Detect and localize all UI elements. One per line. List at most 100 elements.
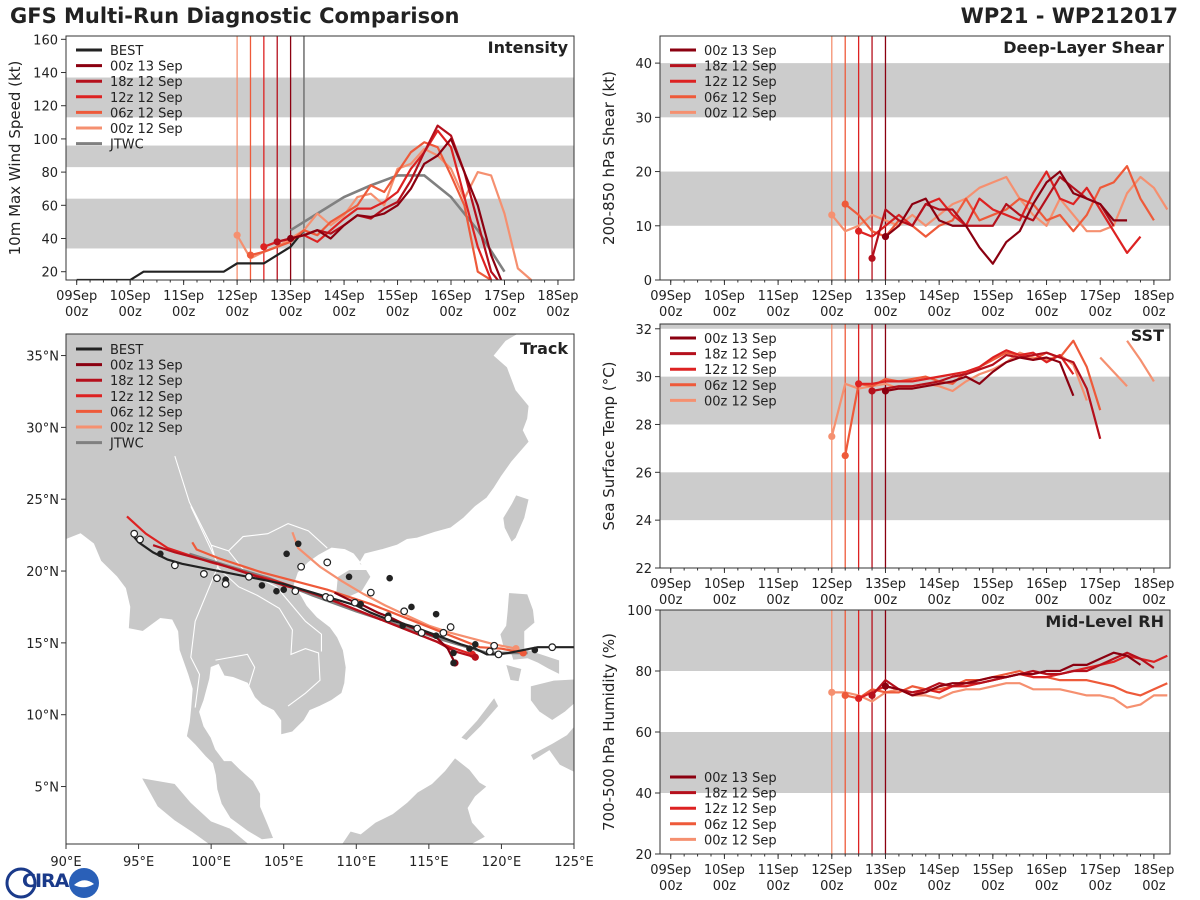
rh-panel: 2040608010009Sep00z10Sep00z11Sep00z12Sep… — [600, 604, 1174, 894]
track-best-point-open — [213, 574, 221, 583]
shear-title: Deep-Layer Shear — [1003, 38, 1164, 57]
track-ytick-label: 10°N — [26, 709, 59, 724]
track-land-borneo — [341, 757, 488, 844]
sst-plot-area — [660, 324, 1170, 568]
intensity-xtick-label: 00z — [225, 305, 249, 320]
shear-run-start-0 — [881, 233, 890, 241]
track-frame — [65, 333, 575, 845]
rh-ytick-label: 100 — [627, 604, 652, 619]
shear-run-start-1 — [868, 254, 876, 262]
intensity-ytick-label: 140 — [33, 67, 58, 82]
track-xtick-label: 120°E — [482, 855, 522, 870]
shear-legend-label: 18z 12 Sep — [704, 60, 777, 75]
track-best-point-open — [244, 572, 253, 581]
rh-xtick-label: 00z — [1035, 879, 1059, 894]
shear-ytick-label: 10 — [635, 220, 652, 235]
sst-legend-label: 00z 12 Sep — [704, 394, 777, 409]
sst-band-2 — [660, 324, 1170, 329]
intensity-run-start-3 — [246, 251, 255, 259]
track-best-point-open — [400, 607, 409, 616]
track-xtick-label: 125°E — [554, 855, 594, 870]
shear-run-start-2 — [855, 227, 863, 235]
track-best-point-open — [490, 641, 499, 650]
track-best-point-open — [366, 588, 375, 597]
sst-run-start-3 — [841, 451, 849, 460]
rh-xtick-label: 00z — [1089, 879, 1113, 894]
track-legend-label: 06z 12 Sep — [110, 405, 183, 420]
track-land-palawan — [460, 696, 500, 742]
sst-band-0 — [660, 472, 1170, 521]
track-best-point-open — [494, 650, 503, 659]
sst-xtick-label: 16Sep — [1026, 577, 1067, 592]
sst-xtick-label: 00z — [1035, 593, 1059, 608]
intensity-xtick-label: 00z — [546, 305, 570, 320]
sst-run-line-2 — [858, 349, 1075, 385]
track-land-hainan — [335, 569, 372, 598]
shear-xtick-label: 00z — [1142, 305, 1166, 320]
intensity-legend-label: JTWC — [109, 138, 144, 153]
shear-legend-label: 00z 12 Sep — [704, 106, 777, 121]
track-legend-label: BEST — [110, 343, 143, 358]
rh-run-start-2 — [855, 694, 863, 703]
intensity-run-line-0 — [290, 137, 503, 280]
intensity-ytick-label: 120 — [33, 100, 58, 115]
track-title: Track — [520, 339, 568, 358]
intensity-run-start-4 — [233, 231, 241, 239]
intensity-xtick-label: 00z — [493, 305, 517, 320]
shear-xtick-label: 13Sep — [865, 289, 906, 304]
main-title: GFS Multi-Run Diagnostic Comparison — [10, 4, 460, 28]
track-border-4 — [215, 653, 256, 687]
rh-run-start-3 — [841, 691, 849, 700]
track-best-point-filled — [283, 550, 290, 558]
sst-ytick-label: 28 — [635, 418, 652, 433]
shear-ytick-label: 40 — [635, 57, 652, 72]
sst-legend-label: 18z 12 Sep — [704, 348, 777, 363]
shear-xtick-label: 15Sep — [972, 289, 1013, 304]
rh-xtick-label: 00z — [981, 879, 1005, 894]
track-best-point-filled — [294, 540, 302, 548]
track-best-point-open — [136, 535, 144, 544]
track-run-line-4 — [291, 531, 517, 650]
rh-run-line-0 — [885, 651, 1142, 697]
shear-legend-label: 00z 13 Sep — [704, 44, 777, 59]
rh-ytick-label: 40 — [635, 787, 652, 802]
shear-xtick-label: 10Sep — [704, 289, 745, 304]
sst-run-line-0 — [885, 356, 1075, 397]
sst-xtick-label: 00z — [659, 593, 683, 608]
shear-ytick-label: 30 — [635, 111, 652, 126]
track-land-mindoro — [505, 663, 523, 683]
sst-xtick-label: 12Sep — [811, 577, 852, 592]
sst-ytick-label: 30 — [635, 371, 652, 386]
track-best-point-filled — [386, 574, 393, 582]
shear-xtick-label: 14Sep — [919, 289, 960, 304]
track-legend-label: 12z 12 Sep — [110, 390, 183, 405]
sst-run-start-4 — [828, 432, 836, 441]
intensity-band-2 — [66, 77, 574, 118]
track-xtick-label: 105°E — [264, 855, 304, 870]
sst-title: SST — [1131, 326, 1164, 345]
track-plot-area — [66, 334, 574, 844]
track-land-visayas — [530, 678, 574, 721]
rh-xtick-label: 10Sep — [704, 863, 745, 878]
rh-legend-label: 00z 12 Sep — [704, 833, 777, 848]
intensity-xtick-label: 00z — [279, 305, 303, 320]
track-ytick-label: 25°N — [26, 493, 59, 508]
sst-xtick-label: 00z — [1089, 593, 1113, 608]
intensity-xtick-label: 16Sep — [430, 289, 471, 304]
track-border-2 — [228, 550, 323, 652]
intensity-legend-label: BEST — [110, 44, 143, 59]
rh-legend-label: 12z 12 Sep — [704, 802, 777, 817]
intensity-ytick-label: 100 — [33, 133, 58, 148]
sst-xtick-label: 00z — [1142, 593, 1166, 608]
shear-xtick-label: 11Sep — [758, 289, 799, 304]
sst-xtick-label: 00z — [713, 593, 737, 608]
rh-plot-area — [660, 610, 1170, 854]
rh-xtick-label: 00z — [1142, 879, 1166, 894]
track-best-point-filled — [157, 550, 164, 558]
shear-xtick-label: 00z — [820, 305, 844, 320]
track-best-point-filled — [432, 610, 440, 618]
